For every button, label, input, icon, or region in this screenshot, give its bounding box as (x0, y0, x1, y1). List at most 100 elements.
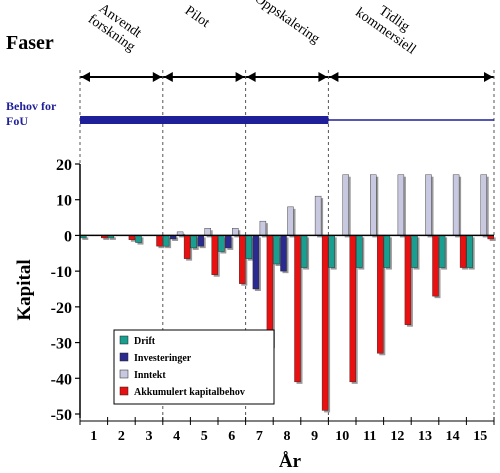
bar-inntekt (314, 195, 322, 236)
x-tick-label: 6 (228, 429, 235, 444)
bar-drift (328, 235, 335, 268)
legend-label: Inntekt (134, 370, 166, 381)
bar-drift-shadow (82, 237, 89, 240)
x-tick-label: 13 (418, 429, 432, 444)
bars (80, 174, 496, 413)
bar-akkumulert (183, 235, 191, 259)
phase-label-line: Oppskalering (252, 0, 322, 47)
bar-akkumulert (239, 235, 246, 284)
arrowhead-right (318, 72, 328, 82)
legend-swatch (119, 386, 129, 396)
bar-inntekt (452, 174, 460, 236)
bar-investeringer-shadow (172, 237, 179, 241)
arrowhead-left (163, 72, 173, 82)
bar-investeringer (280, 235, 287, 272)
bar-inntekt (204, 228, 211, 236)
x-tick-label: 4 (173, 429, 180, 444)
y-tick-label: 0 (64, 228, 72, 245)
y-tick-label: -20 (51, 300, 72, 317)
bar-investeringer (225, 235, 232, 249)
x-tick-label: 14 (446, 429, 460, 444)
x-tick-label: 1 (90, 429, 97, 444)
bar-drift (162, 235, 170, 247)
phase-labels: Anvendtforskning Pilot Oppskalering Tidligk… (85, 0, 427, 58)
bar-akkumulert (156, 235, 163, 247)
bar-akkumulert-shadow (489, 237, 496, 241)
y-axis-title: Kapital (14, 259, 35, 320)
x-tick-label: 15 (473, 429, 487, 444)
bar-inntekt (232, 228, 239, 236)
fou-label-line: FoU (6, 114, 28, 128)
x-tick-label: 9 (311, 429, 318, 444)
bar-akkumulert (211, 235, 218, 275)
bar-akkumulert (377, 235, 384, 354)
arrowhead-right (152, 72, 162, 82)
legend-label: Investeringer (134, 353, 192, 364)
bar-drift (300, 235, 308, 268)
bar-drift (135, 235, 142, 243)
bar-drift (218, 235, 225, 252)
bar-drift (466, 235, 473, 268)
bar-drift (245, 235, 253, 259)
bar-akkumulert (404, 235, 412, 325)
y-tick-label: -50 (51, 407, 72, 424)
bar-drift (411, 235, 418, 268)
fou-bar-high (80, 116, 329, 124)
bar-inntekt (480, 174, 487, 236)
fou-label: Behov for FoU (6, 99, 57, 128)
legend-swatch (119, 352, 129, 362)
x-tick-label: 11 (363, 429, 376, 444)
bar-akkumulert (321, 235, 329, 411)
bar-investeringer (197, 235, 204, 247)
legend-swatch (119, 369, 129, 379)
bar-inntekt (259, 220, 267, 236)
x-tick-label: 7 (256, 429, 263, 444)
bar-drift (438, 235, 446, 268)
bar-inntekt (425, 174, 432, 236)
bar-inntekt (397, 174, 405, 236)
x-tick-label: 2 (118, 429, 125, 444)
phase-label-line: Pilot (182, 3, 212, 31)
bar-investeringer (252, 235, 260, 290)
legend-label: Akkumulert kapitalbehov (134, 387, 245, 398)
y-tick-label: -30 (51, 336, 72, 353)
arrowhead-left (81, 72, 90, 82)
phase-label: Anvendtforskning (85, 0, 146, 55)
phase-label: Pilot (182, 3, 212, 31)
bar-inntekt (287, 206, 294, 236)
bar-inntekt (342, 174, 349, 236)
x-tick-label: 5 (201, 429, 208, 444)
fou-label-line: Behov for (6, 99, 57, 113)
x-tick-label: 8 (284, 429, 291, 444)
legend-label: Drift (134, 336, 156, 347)
arrowhead-left (246, 72, 256, 82)
bar-akkumulert (294, 235, 301, 383)
x-tick-label: 3 (146, 429, 153, 444)
bar-akkumulert (459, 235, 467, 268)
legend-swatch (119, 335, 129, 345)
arrowhead-right (235, 72, 245, 82)
x-tick-label: 12 (390, 429, 404, 444)
phase-label: Tidligkommersiell (352, 0, 427, 58)
x-axis-title: År (279, 451, 302, 472)
phase-label: Oppskalering (252, 0, 322, 47)
legend: Drift Investeringer Inntekt Akkumulert kapi… (113, 329, 275, 405)
bar-drift-shadow (109, 237, 116, 240)
bar-akkumulert-shadow (103, 237, 110, 240)
fou-bars (80, 116, 494, 124)
arrowhead-left (329, 72, 339, 82)
bar-akkumulert (432, 235, 439, 297)
y-tick-label: 10 (56, 193, 72, 210)
arrowhead-right (484, 72, 493, 82)
legend-box (113, 329, 275, 405)
bar-drift (383, 235, 391, 268)
bar-akkumulert (349, 235, 356, 383)
bar-drift (190, 235, 197, 249)
bar-inntekt (370, 174, 377, 236)
y-tick-label: 20 (56, 157, 72, 174)
bar-drift (356, 235, 363, 268)
bar-drift (273, 235, 280, 265)
